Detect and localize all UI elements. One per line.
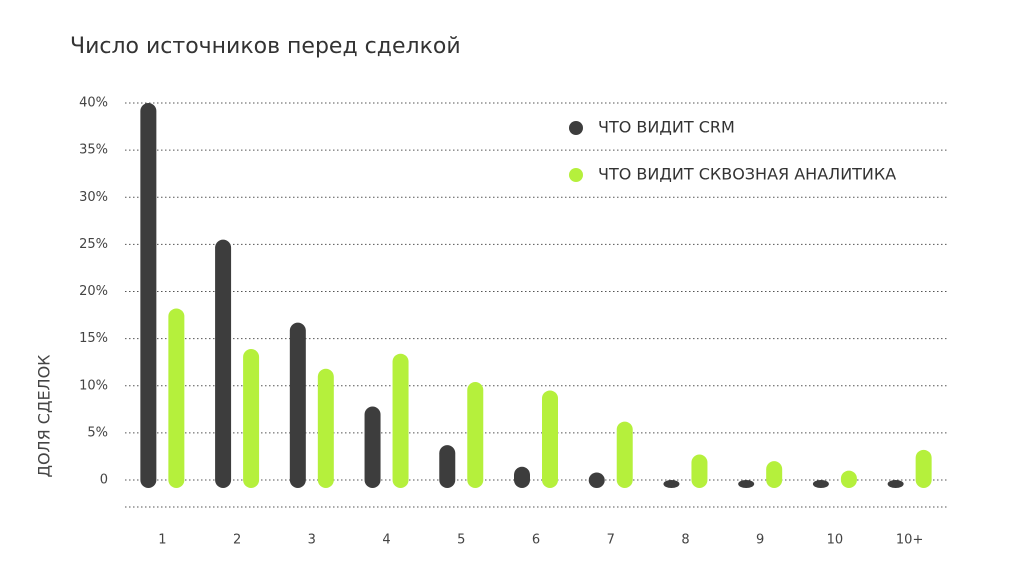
chart-title: Число источников перед сделкой [70,34,461,59]
bar [289,322,306,488]
bar [392,353,409,488]
y-tick-label: 25% [79,237,108,252]
y-axis-label: ДОЛЯ СДЕЛОК [35,354,54,478]
bar [317,368,334,488]
x-tick-label: 7 [607,533,615,548]
bar [140,103,157,488]
bar [915,449,932,488]
y-tick-label: 30% [79,190,108,205]
x-tick-label: 9 [756,533,764,548]
legend-label: ЧТО ВИДИТ CRM [598,118,735,137]
bar [812,480,829,488]
bar [887,480,904,488]
x-tick-label: 10 [827,533,844,548]
x-tick-label: 10+ [896,533,923,548]
y-tick-label: 10% [79,378,108,393]
x-tick-label: 3 [308,533,316,548]
bar [542,390,558,488]
bar [663,480,680,488]
bar [588,472,605,488]
legend-marker [569,121,583,135]
y-tick-label: 15% [79,331,108,346]
y-tick-label: 0 [100,473,108,488]
bar [840,470,857,488]
bar [243,348,260,488]
x-tick-label: 8 [681,533,689,548]
bar [467,381,484,488]
x-tick-label: 6 [532,533,540,548]
bar [766,461,783,488]
y-tick-label: 40% [79,96,108,111]
bar [215,239,232,488]
legend-label: ЧТО ВИДИТ СКВОЗНАЯ АНАЛИТИКА [598,165,896,184]
y-tick-label: 35% [79,143,108,158]
bar [616,421,633,488]
x-tick-label: 1 [158,533,166,548]
bar [691,454,708,488]
bar [439,445,456,488]
bar [514,466,530,488]
x-tick-label: 2 [233,533,241,548]
bar [738,480,755,488]
bar [364,406,381,488]
legend-marker [569,168,583,182]
y-tick-label: 5% [87,425,108,440]
x-tick-label: 4 [382,533,390,548]
bar [168,308,185,488]
y-tick-label: 20% [79,284,108,299]
x-tick-label: 5 [457,533,465,548]
